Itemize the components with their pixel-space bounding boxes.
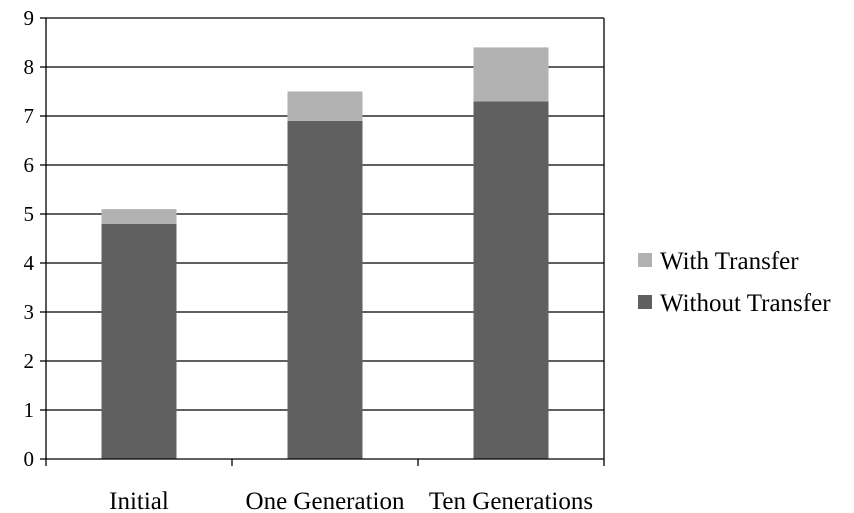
legend-swatch bbox=[638, 253, 652, 267]
bar-with-transfer bbox=[101, 209, 177, 224]
y-tick-label: 7 bbox=[24, 104, 35, 128]
y-tick-labels: 0 1 2 3 4 5 6 7 8 9 bbox=[24, 6, 35, 471]
x-tick-label: One Generation bbox=[246, 488, 405, 513]
y-tick-label: 5 bbox=[24, 202, 35, 226]
y-tick-label: 9 bbox=[24, 6, 35, 30]
bar-with-transfer bbox=[287, 91, 363, 121]
legend-swatch bbox=[638, 295, 652, 309]
x-tick-labels: Initial One Generation Ten Generations bbox=[109, 488, 593, 513]
x-tick-label: Initial bbox=[109, 488, 169, 513]
y-tick-label: 8 bbox=[24, 55, 35, 79]
y-tick-label: 0 bbox=[24, 447, 35, 471]
legend-label: With Transfer bbox=[660, 248, 799, 275]
y-tick-label: 2 bbox=[24, 349, 35, 373]
bar-without-transfer bbox=[287, 120, 363, 460]
bar-with-transfer bbox=[473, 47, 549, 102]
bar-without-transfer bbox=[101, 223, 177, 459]
y-tick-label: 1 bbox=[24, 398, 35, 422]
legend-label: Without Transfer bbox=[660, 290, 831, 317]
y-tick-label: 4 bbox=[24, 251, 35, 275]
x-tick-label: Ten Generations bbox=[429, 488, 593, 513]
y-tick-label: 3 bbox=[24, 300, 35, 324]
bar-without-transfer bbox=[473, 101, 549, 460]
y-tick-label: 6 bbox=[24, 153, 35, 177]
bars bbox=[101, 47, 549, 460]
axes bbox=[40, 17, 605, 466]
legend: With Transfer Without Transfer bbox=[638, 248, 831, 317]
